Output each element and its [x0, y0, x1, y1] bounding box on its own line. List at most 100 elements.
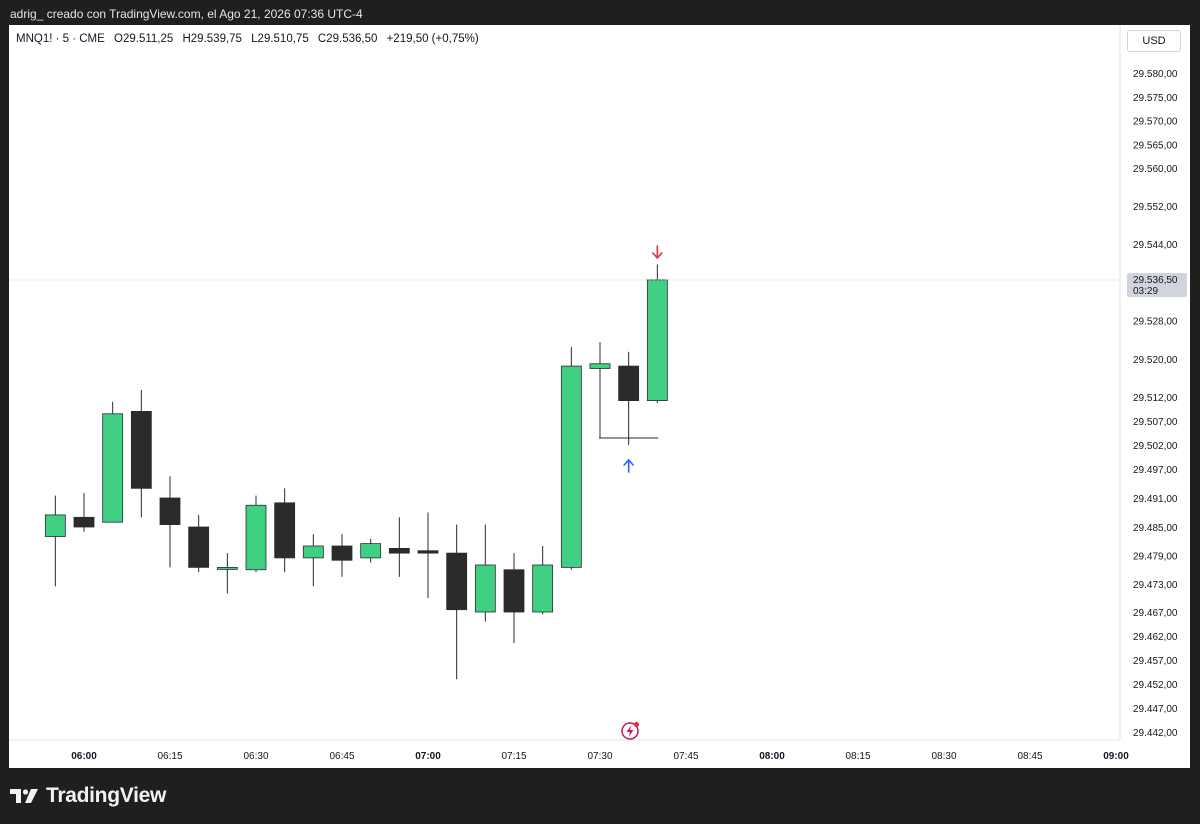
candle	[388, 517, 410, 577]
y-tick-label: 29.512,00	[1133, 393, 1178, 404]
candle	[360, 538, 382, 563]
currency-button[interactable]: USD	[1127, 30, 1181, 52]
x-tick-label: 06:00	[71, 751, 97, 762]
y-tick-label: 29.452,00	[1133, 680, 1178, 691]
candle	[274, 488, 296, 573]
candle-body-up	[360, 543, 382, 559]
y-tick-label: 29.467,00	[1133, 608, 1178, 619]
candle	[44, 495, 66, 587]
legend-symbol[interactable]: MNQ1! · 5 · CME	[16, 33, 105, 45]
candle	[646, 264, 668, 403]
legend-close: C29.536,50	[317, 33, 378, 45]
candle-body-down	[388, 547, 410, 554]
y-tick-label: 29.457,00	[1133, 656, 1178, 667]
y-tick-label: 29.473,00	[1133, 580, 1178, 591]
y-tick-label: 29.552,00	[1133, 202, 1178, 213]
candle	[474, 524, 496, 622]
candle	[188, 514, 210, 573]
candle-body-up	[245, 504, 267, 571]
arrow-up-path	[623, 458, 634, 473]
candle-body-up	[560, 365, 582, 568]
snapshot-caption: adrig_ creado con TradingView.com, el Ag…	[10, 7, 363, 21]
arrow-down-path	[652, 245, 663, 260]
y-tick-label: 29.575,00	[1133, 93, 1178, 104]
candle-body-down	[274, 502, 296, 559]
candle-body-down	[159, 497, 181, 525]
x-tick-label: 07:45	[673, 751, 698, 762]
y-tick-label: 29.560,00	[1133, 164, 1178, 175]
candle	[446, 524, 468, 680]
candle	[560, 347, 582, 570]
y-tick-label: 29.520,00	[1133, 355, 1178, 366]
x-tick-label: 07:15	[501, 751, 526, 762]
last-price-label-bg	[1127, 272, 1187, 297]
x-tick-label: 06:45	[329, 751, 354, 762]
y-tick-label: 29.447,00	[1133, 704, 1178, 715]
last-price-countdown: 03:29	[1133, 286, 1158, 297]
candle-body-down	[618, 365, 640, 401]
candle	[503, 553, 525, 644]
y-tick-label: 29.497,00	[1133, 465, 1178, 476]
price-axis: 29.580,00 29.575,00 29.570,00 29.565,00 29.5…	[1119, 25, 1178, 740]
candle	[331, 534, 353, 577]
candle-body-down	[130, 410, 152, 489]
candle-body-up	[589, 363, 611, 369]
candle	[532, 546, 554, 615]
x-tick-label: 07:00	[415, 751, 441, 762]
x-tick-label: 08:30	[931, 751, 956, 762]
event-bolt	[626, 725, 634, 737]
candle	[73, 493, 95, 532]
y-tick-label: 29.570,00	[1133, 117, 1178, 128]
candle-body-up	[216, 566, 238, 570]
candle-body-down	[417, 550, 439, 554]
y-tick-label: 29.462,00	[1133, 632, 1178, 643]
x-tick-label: 08:15	[845, 751, 870, 762]
y-tick-label: 29.479,00	[1133, 552, 1178, 563]
candle	[618, 351, 640, 445]
last-price-value: 29.536,50	[1133, 275, 1178, 286]
y-tick-label: 29.565,00	[1133, 140, 1178, 151]
candle-body-up	[474, 564, 496, 613]
candle	[589, 342, 611, 438]
candle-body-down	[331, 545, 353, 561]
candle	[159, 476, 181, 568]
ohlc-legend: MNQ1! · 5 · CME O29.511,25 H29.539,75 L2…	[16, 33, 485, 45]
candle-body-up	[646, 279, 668, 401]
event-dot	[633, 721, 640, 728]
event-lightning-icon	[621, 721, 640, 740]
candle	[102, 401, 124, 523]
signal-arrow-up-icon	[623, 458, 634, 473]
candle-body-down	[73, 516, 95, 528]
candle-body-up	[44, 514, 66, 537]
chart-frame[interactable]: 29.580,00 29.575,00 29.570,00 29.565,00 29.5…	[9, 25, 1190, 768]
x-tick-label: 08:45	[1017, 751, 1042, 762]
candle-body-up	[302, 545, 324, 559]
tradingview-logo: TradingView	[10, 784, 166, 808]
x-tick-label: 07:30	[587, 751, 612, 762]
x-tick-label: 09:00	[1103, 751, 1129, 762]
y-tick-label: 29.580,00	[1133, 69, 1178, 80]
candle	[130, 389, 152, 518]
candle-body-down	[446, 552, 468, 611]
x-tick-label: 06:15	[157, 751, 182, 762]
candle	[245, 495, 267, 573]
legend-low: L29.510,75	[251, 33, 309, 45]
candle	[216, 553, 238, 594]
tradingview-wordmark: TradingView	[46, 784, 167, 807]
candle-body-up	[102, 413, 124, 523]
x-tick-label: 08:00	[759, 751, 785, 762]
y-tick-label: 29.485,00	[1133, 523, 1178, 534]
tradingview-logo-icon	[10, 789, 38, 803]
candlestick-chart[interactable]: 29.580,00 29.575,00 29.570,00 29.565,00 29.5…	[9, 25, 1190, 768]
candle-body-up	[532, 564, 554, 613]
y-tick-label: 29.442,00	[1133, 728, 1178, 739]
legend-high: H29.539,75	[182, 33, 242, 45]
legend-open: O29.511,25	[114, 33, 174, 45]
candle-body-down	[188, 526, 210, 568]
candle	[302, 534, 324, 587]
x-tick-label: 06:30	[243, 751, 268, 762]
signal-arrow-down-icon	[652, 245, 663, 260]
y-tick-label: 29.544,00	[1133, 240, 1178, 251]
candle	[417, 512, 439, 598]
